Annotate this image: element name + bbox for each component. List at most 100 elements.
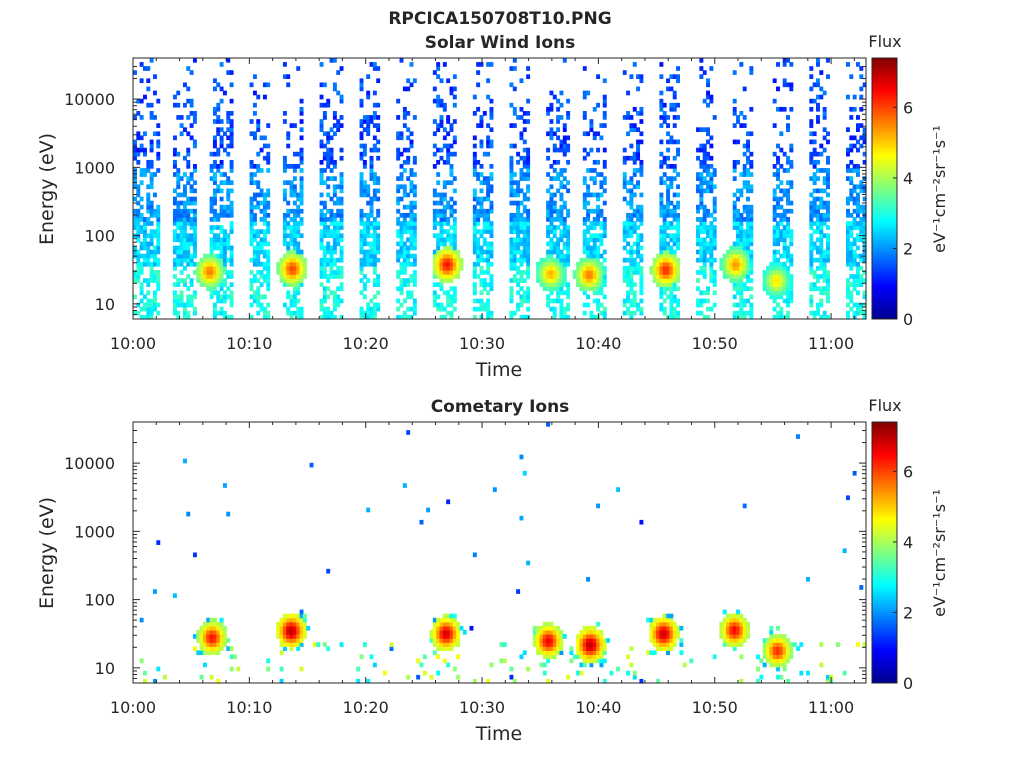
heatmap-cell	[776, 212, 780, 218]
heatmap-cell	[296, 613, 301, 619]
heatmap-cell	[149, 237, 154, 243]
heatmap-cell	[229, 111, 234, 116]
heatmap-cell	[182, 188, 187, 194]
heatmap-cell	[133, 139, 137, 145]
heatmap-cell	[439, 302, 444, 308]
heatmap-cell	[769, 274, 774, 279]
heatmap-cell	[299, 261, 304, 267]
heatmap-cell	[216, 131, 221, 137]
heatmap-cell	[416, 658, 421, 664]
heatmap-cell	[219, 274, 224, 279]
heatmap-cell	[449, 123, 454, 128]
heatmap-cell	[546, 106, 551, 112]
heatmap-cell	[439, 286, 444, 292]
heatmap-cell	[779, 221, 784, 226]
heatmap-cell	[826, 200, 830, 206]
heatmap-cell	[592, 233, 597, 239]
heatmap-cell	[786, 249, 790, 255]
heatmap-cell	[522, 241, 527, 247]
heatmap-cell	[172, 159, 177, 165]
heatmap-cell	[676, 151, 681, 157]
heatmap-cell	[509, 674, 514, 680]
heatmap-cell	[702, 155, 707, 161]
heatmap-cell	[532, 642, 537, 647]
heatmap-cell	[486, 123, 491, 128]
heatmap-cell	[546, 294, 551, 300]
heatmap-cell	[146, 66, 151, 71]
heatmap-cell	[709, 257, 714, 263]
heatmap-cell	[399, 249, 404, 255]
heatmap-cell	[299, 617, 304, 623]
heatmap-cell	[229, 221, 234, 226]
heatmap-cell	[512, 200, 517, 206]
heatmap-cell	[776, 172, 780, 177]
heatmap-cell	[736, 278, 740, 283]
heatmap-cell	[862, 176, 867, 181]
heatmap-cell	[249, 159, 254, 165]
heatmap-cell	[266, 286, 271, 292]
heatmap-cell	[626, 131, 631, 137]
heatmap-cell	[822, 310, 827, 316]
heatmap-cell	[639, 192, 644, 198]
heatmap-cell	[482, 241, 487, 247]
heatmap-cell	[292, 629, 297, 635]
heatmap-cell	[516, 241, 521, 247]
heatmap-cell	[786, 180, 790, 186]
heatmap-cell	[286, 200, 291, 206]
heatmap-cell	[226, 511, 231, 517]
heatmap-cell	[652, 621, 657, 627]
heatmap-cell	[332, 221, 337, 226]
heatmap-cell	[552, 282, 557, 287]
heatmap-cell	[776, 184, 780, 190]
heatmap-cell	[262, 221, 267, 226]
heatmap-cell	[149, 274, 154, 279]
heatmap-cell	[632, 212, 637, 218]
heatmap-cell	[566, 147, 571, 153]
heatmap-cell	[362, 229, 367, 234]
heatmap-cell	[452, 306, 457, 312]
heatmap-cell	[262, 196, 267, 202]
heatmap-cell	[782, 650, 787, 656]
heatmap-cell	[712, 654, 717, 660]
heatmap-cell	[519, 131, 524, 137]
heatmap-cell	[336, 286, 341, 292]
heatmap-cell	[562, 241, 567, 247]
heatmap-cell	[366, 119, 371, 124]
heatmap-cell	[776, 155, 780, 161]
heatmap-cell	[602, 225, 607, 230]
heatmap-cell	[406, 237, 411, 243]
heatmap-cell	[749, 131, 754, 137]
heatmap-cell	[526, 212, 531, 218]
heatmap-cell	[742, 143, 747, 149]
heatmap-cell	[552, 233, 557, 239]
heatmap-cell	[409, 200, 414, 206]
heatmap-cell	[409, 245, 414, 251]
heatmap-cell	[549, 90, 554, 96]
heatmap-cell	[592, 180, 597, 186]
heatmap-cell	[266, 82, 271, 88]
heatmap-cell	[672, 638, 677, 643]
heatmap-cell	[732, 253, 737, 259]
heatmap-cell	[219, 86, 224, 92]
heatmap-cell	[772, 188, 777, 194]
heatmap-cell	[742, 164, 747, 169]
heatmap-cell	[626, 180, 631, 186]
heatmap-cell	[436, 306, 441, 312]
heatmap-cell	[702, 143, 707, 149]
heatmap-cell	[249, 225, 254, 230]
heatmap-cell	[439, 278, 444, 283]
heatmap-cell	[626, 233, 631, 239]
heatmap-cell	[626, 200, 631, 206]
heatmap-cell	[669, 200, 674, 206]
heatmap-cell	[812, 229, 817, 234]
heatmap-cell	[546, 212, 551, 218]
heatmap-cell	[189, 70, 194, 75]
heatmap-cell	[849, 294, 854, 300]
heatmap-cell	[846, 212, 850, 218]
heatmap-cell	[786, 200, 790, 206]
heatmap-cell	[639, 290, 644, 296]
heatmap-cell	[176, 172, 181, 177]
heatmap-cell	[172, 265, 177, 271]
heatmap-cell	[399, 278, 404, 283]
heatmap-cell	[329, 147, 334, 153]
